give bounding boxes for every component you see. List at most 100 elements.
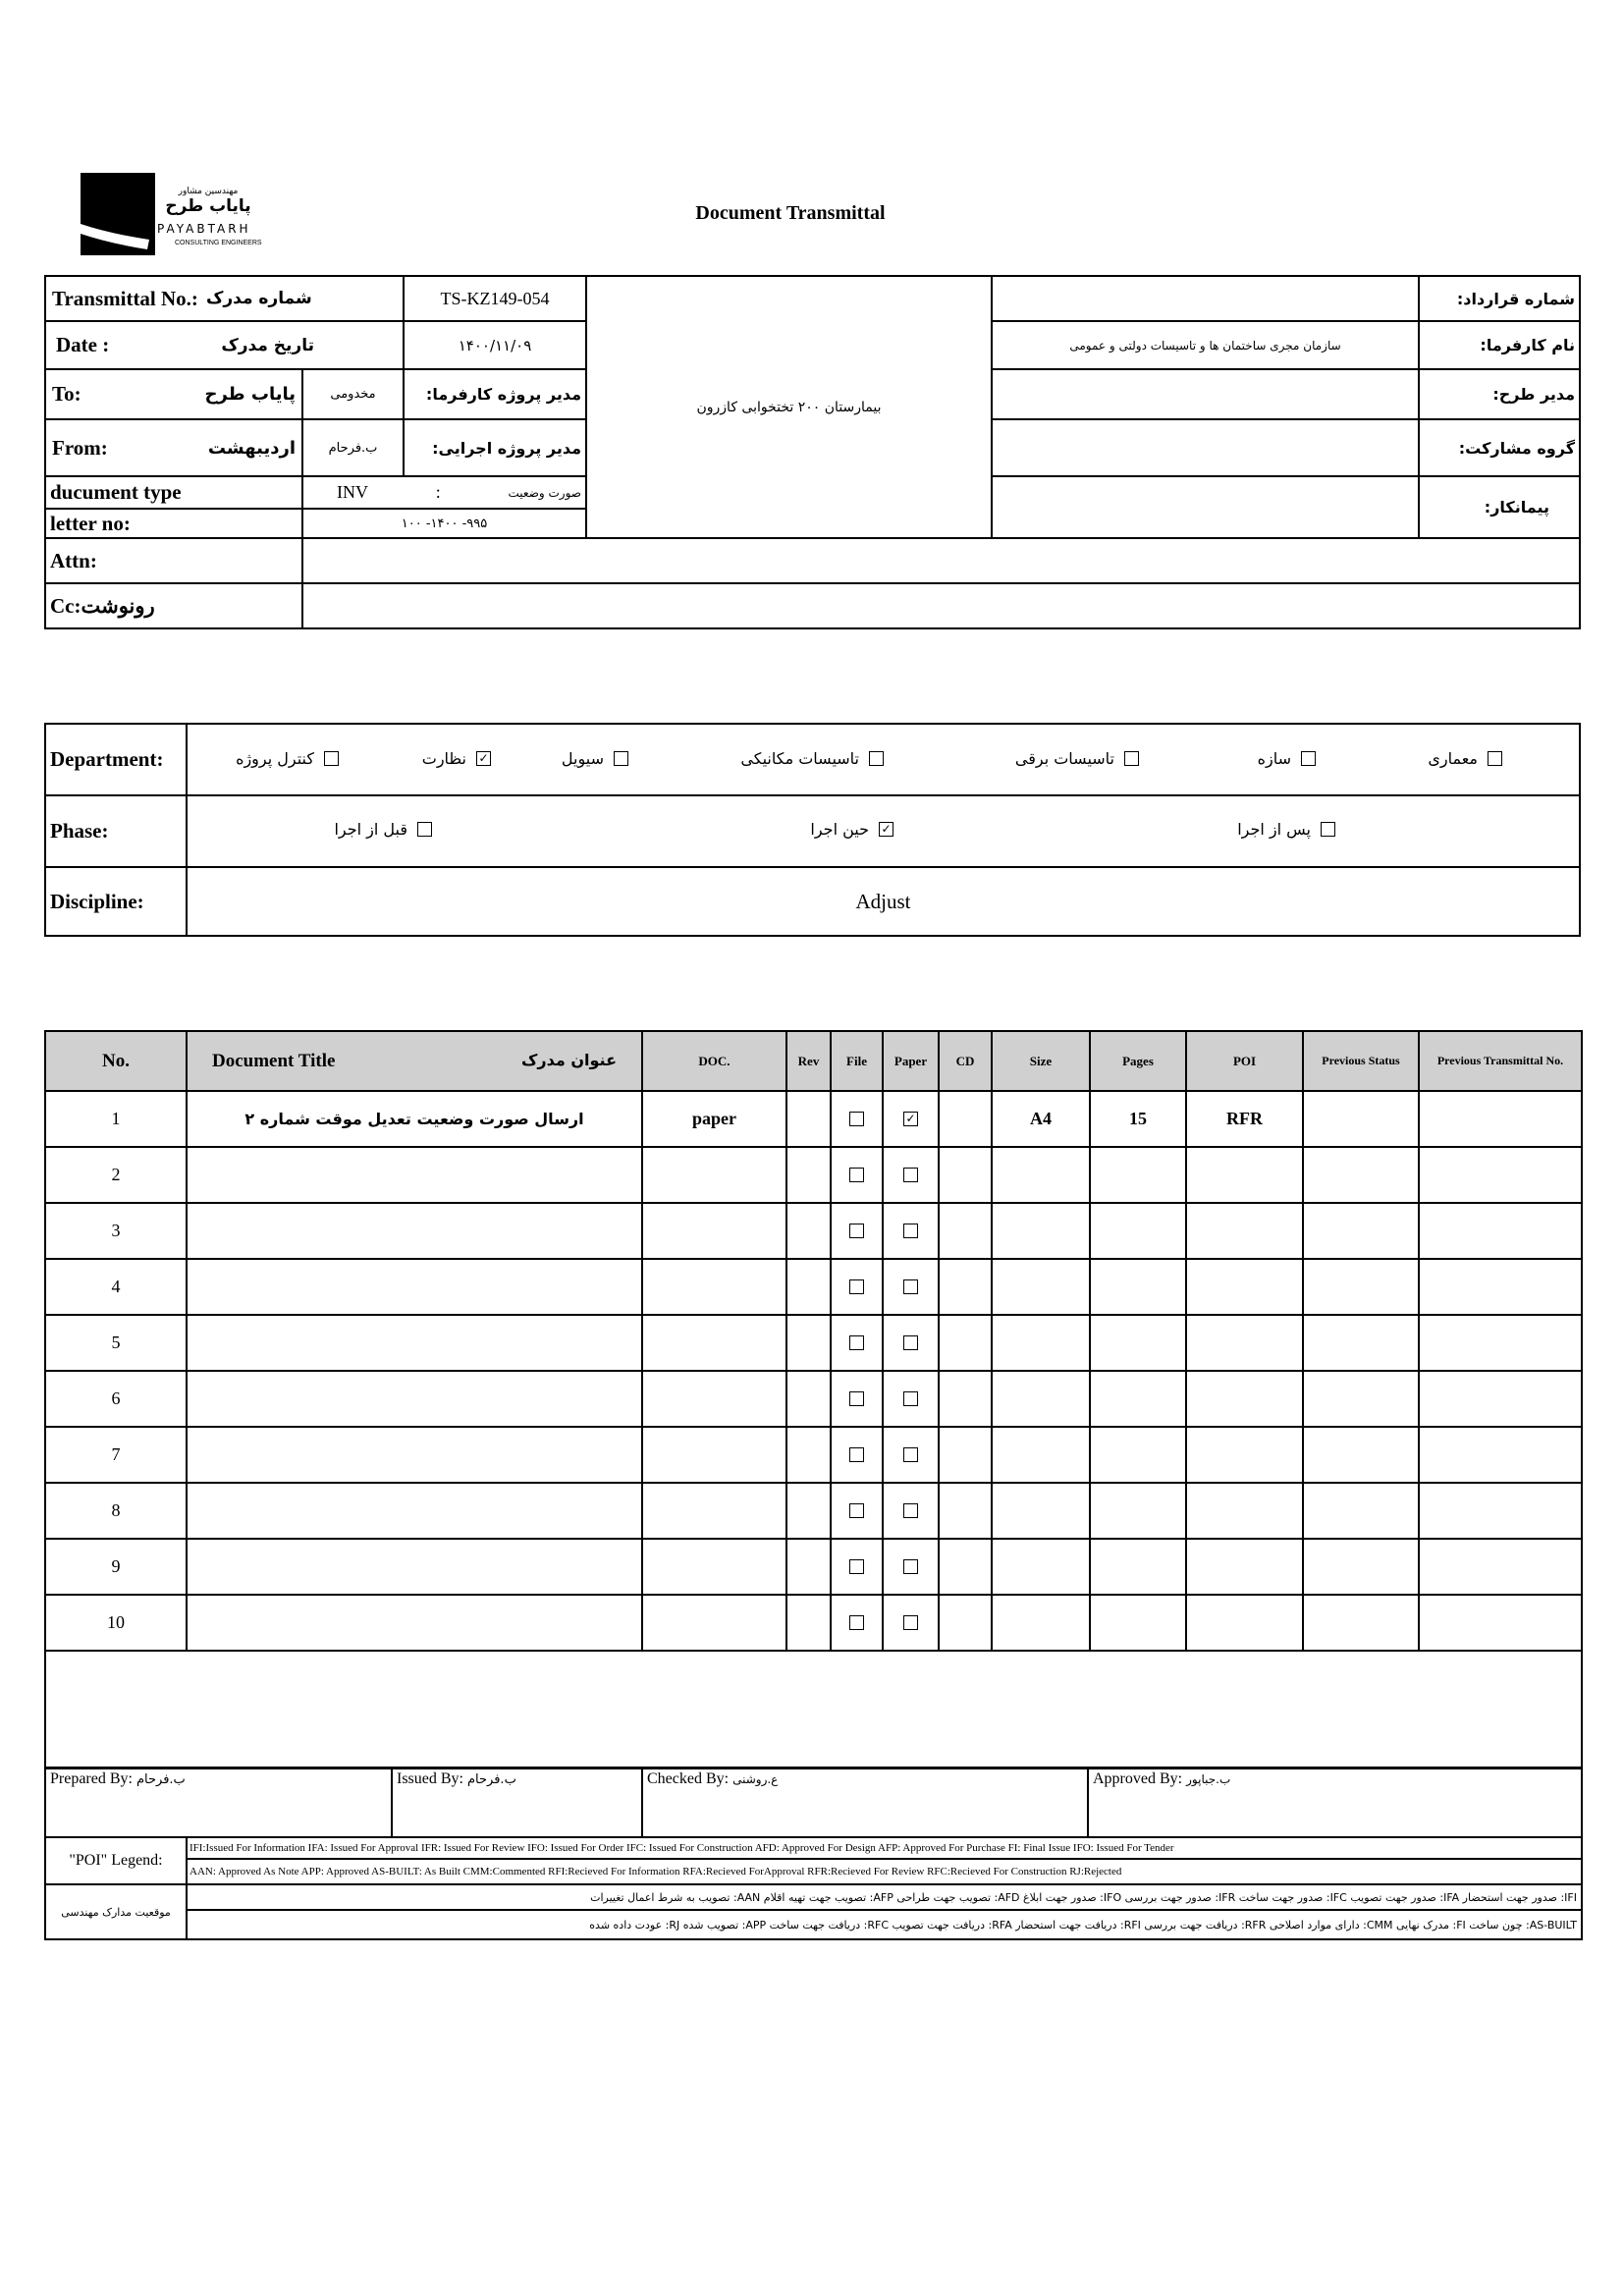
exec-pm-label-text: مدیر پروژه اجرایی: (432, 438, 581, 458)
contractor-value (991, 475, 1420, 539)
cell-file[interactable] (830, 1090, 884, 1148)
employer-text: سازمان مجری ساختمان ها و تاسیسات دولتی و… (1069, 338, 1341, 353)
checkbox-icon[interactable] (849, 1112, 864, 1127)
department-option[interactable]: تاسیسات مکانیکی (740, 749, 884, 768)
checkbox-icon[interactable] (849, 1279, 864, 1295)
checkbox-icon[interactable] (903, 1559, 918, 1575)
doctype-label-text: ducument type (50, 480, 182, 504)
checked-checkbox-icon[interactable]: ✓ (903, 1112, 918, 1127)
cell-file[interactable] (830, 1314, 884, 1372)
transmittal-label-cell: Transmittal No.: شماره مدرک (44, 275, 405, 322)
checkbox-icon[interactable] (849, 1447, 864, 1463)
checkbox-icon[interactable] (849, 1168, 864, 1183)
attn-field[interactable] (301, 537, 1581, 584)
cell-size (991, 1146, 1091, 1204)
cell-no: 6 (44, 1370, 188, 1428)
checkbox-icon[interactable] (849, 1224, 864, 1239)
checkbox-icon[interactable] (1321, 822, 1335, 837)
col-pages: Pages (1089, 1030, 1187, 1092)
cell-file[interactable] (830, 1594, 884, 1652)
cell-paper[interactable] (882, 1202, 940, 1260)
documents-table: No. Document Title عنوان مدرک DOC. Rev Fi… (44, 1030, 1583, 1769)
department-option[interactable]: تاسیسات برقی (1015, 749, 1139, 768)
discipline-text: Adjust (855, 889, 911, 913)
checkbox-icon[interactable] (903, 1391, 918, 1407)
checkbox-icon[interactable] (849, 1503, 864, 1519)
checkbox-icon[interactable] (869, 751, 884, 766)
checkbox-icon[interactable] (1301, 751, 1316, 766)
checkbox-icon[interactable] (324, 751, 339, 766)
cell-file[interactable] (830, 1482, 884, 1540)
checkbox-icon[interactable] (903, 1168, 918, 1183)
cell-prev-status (1302, 1482, 1420, 1540)
remarks-cell (44, 1650, 1583, 1769)
from-value: اردیبهشت (207, 437, 296, 459)
department-option[interactable]: سیویل (562, 749, 628, 768)
client-pm-label-text: مدیر پروژه کارفرما: (425, 385, 581, 404)
cell-cd (938, 1538, 993, 1596)
employer-label-text: نام کارفرما: (1480, 336, 1575, 354)
checkbox-icon[interactable] (849, 1615, 864, 1631)
issued-by: Issued By: ب.فرحام (391, 1767, 643, 1838)
fa-legend-line-1: IFI: صدور جهت استحضار IFA: صدور جهت تصوی… (186, 1883, 1583, 1911)
checkbox-icon[interactable] (903, 1335, 918, 1351)
checked-checkbox-icon[interactable]: ✓ (879, 822, 893, 837)
cell-paper[interactable] (882, 1482, 940, 1540)
department-option[interactable]: ✓ نظارت (422, 749, 491, 768)
checkbox-icon[interactable] (903, 1279, 918, 1295)
checkbox-icon[interactable] (614, 751, 628, 766)
checkbox-icon[interactable] (1124, 751, 1139, 766)
checkbox-icon[interactable] (417, 822, 432, 837)
cc-field[interactable] (301, 582, 1581, 629)
cell-file[interactable] (830, 1258, 884, 1316)
logo-company-fa: پایاب طرح (165, 196, 251, 216)
cell-doc (641, 1594, 787, 1652)
cell-no: 1 (44, 1090, 188, 1148)
checkbox-icon[interactable] (849, 1335, 864, 1351)
checkbox-icon[interactable] (903, 1224, 918, 1239)
col-poi: POI (1185, 1030, 1304, 1092)
discipline-label: Discipline: (44, 866, 188, 937)
cell-paper[interactable] (882, 1258, 940, 1316)
checkbox-icon[interactable] (903, 1447, 918, 1463)
cell-paper[interactable] (882, 1146, 940, 1204)
cell-pages (1089, 1146, 1187, 1204)
cell-title: ارسال صورت وضعیت تعدیل موقت شماره ۲ (186, 1090, 643, 1148)
doctype-value: INV: صورت وضعیت (301, 475, 587, 510)
department-label-text: Department: (50, 747, 164, 771)
cell-size (991, 1538, 1091, 1596)
exec-pm-name-text: ب.فرحام (328, 440, 378, 456)
cell-poi (1185, 1538, 1304, 1596)
department-option[interactable]: سازه (1258, 749, 1316, 768)
cell-paper[interactable] (882, 1370, 940, 1428)
department-option[interactable]: کنترل پروژه (236, 749, 339, 768)
prepared-by: Prepared By: ب.فرحام (44, 1767, 393, 1838)
checkbox-icon[interactable] (849, 1559, 864, 1575)
cell-paper[interactable]: ✓ (882, 1090, 940, 1148)
col-title-fa: عنوان مدرک (521, 1050, 617, 1069)
cell-paper[interactable] (882, 1594, 940, 1652)
remarks-row (44, 1650, 1583, 1769)
cell-file[interactable] (830, 1202, 884, 1260)
cell-file[interactable] (830, 1426, 884, 1484)
cell-file[interactable] (830, 1370, 884, 1428)
checkbox-icon[interactable] (849, 1391, 864, 1407)
checkbox-icon[interactable] (903, 1503, 918, 1519)
phase-option[interactable]: ✓ حین اجرا (810, 820, 893, 839)
checkbox-icon[interactable] (903, 1615, 918, 1631)
cell-paper[interactable] (882, 1538, 940, 1596)
checkbox-icon[interactable] (1488, 751, 1502, 766)
cell-poi (1185, 1426, 1304, 1484)
cell-rev (785, 1594, 832, 1652)
cell-cd (938, 1146, 993, 1204)
phase-option[interactable]: پس از اجرا (1237, 820, 1335, 839)
cell-paper[interactable] (882, 1314, 940, 1372)
cell-file[interactable] (830, 1146, 884, 1204)
checked-checkbox-icon[interactable]: ✓ (476, 751, 491, 766)
cell-paper[interactable] (882, 1426, 940, 1484)
phase-option[interactable]: قبل از اجرا (334, 820, 432, 839)
department-option[interactable]: معماری (1428, 749, 1502, 768)
discipline-label-text: Discipline: (50, 889, 144, 913)
option-label: معماری (1428, 749, 1478, 768)
cell-file[interactable] (830, 1538, 884, 1596)
